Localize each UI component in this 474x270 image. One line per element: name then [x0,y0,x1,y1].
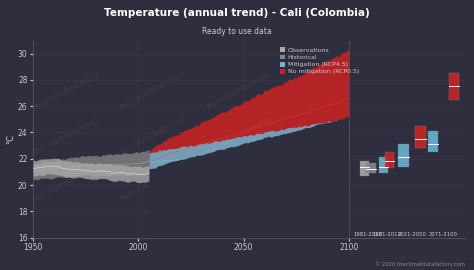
Text: theclimatdatafactory: theclimatdatafactory [120,70,188,110]
Text: theclimatdatafactory: theclimatdatafactory [34,70,101,110]
Bar [415,126,426,148]
Text: theclimatdatafactory: theclimatdatafactory [206,115,274,155]
Bar [366,163,375,173]
Text: Ready to use data: Ready to use data [202,27,272,36]
Bar [385,152,394,168]
Text: theclimatdatafactory: theclimatdatafactory [120,163,188,202]
Text: theclimatdatafactory: theclimatdatafactory [120,115,188,155]
Bar [379,157,388,173]
Text: theclimatdatafactory: theclimatdatafactory [34,163,101,202]
Text: theclimatdatafactory: theclimatdatafactory [206,70,274,110]
Text: © 2020 theclimatdatafactory.com: © 2020 theclimatdatafactory.com [374,262,465,267]
Bar [449,73,459,100]
Text: 1981-2010: 1981-2010 [353,232,382,237]
Bar [360,161,369,176]
Text: theclimatdatafactory: theclimatdatafactory [34,115,101,155]
Bar [428,131,438,152]
Legend: Observations, Historical, Mitigation (RCP4.5), No mitigation (RCP8.5): Observations, Historical, Mitigation (RC… [278,46,361,76]
Bar [398,144,409,167]
Text: Temperature (annual trend) - Cali (Colombia): Temperature (annual trend) - Cali (Colom… [104,8,370,18]
Y-axis label: °C: °C [6,134,15,144]
Text: 1981-2010: 1981-2010 [372,232,401,237]
Text: 2021-2050: 2021-2050 [398,232,426,237]
Text: 2071-2100: 2071-2100 [429,232,458,237]
Text: theclimatdatafactory: theclimatdatafactory [206,163,274,202]
